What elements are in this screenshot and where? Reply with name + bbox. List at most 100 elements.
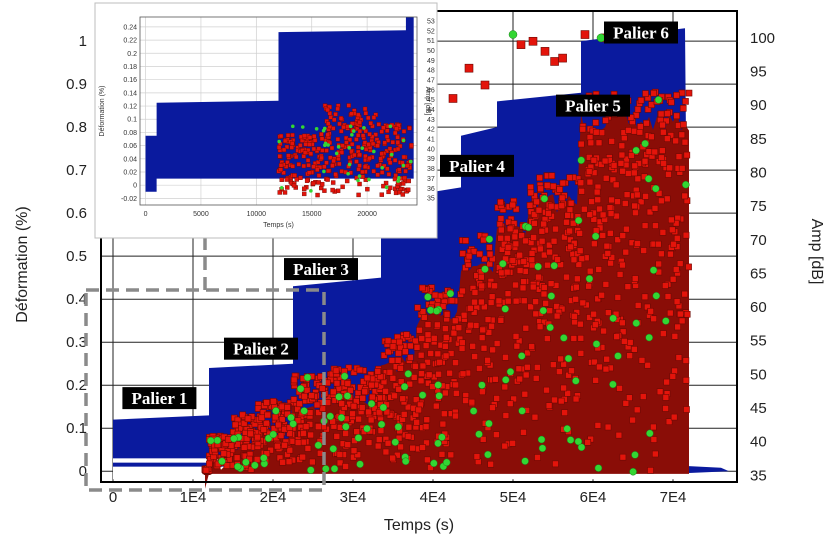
- green-marker: [632, 146, 640, 155]
- y-right-tick-label: 45: [750, 400, 767, 417]
- red-marker: [668, 98, 675, 106]
- red-marker: [602, 281, 610, 288]
- red-marker: [300, 430, 307, 437]
- palier-box: [440, 154, 514, 177]
- red-marker: [551, 396, 558, 404]
- red-marker: [382, 448, 390, 456]
- red-marker: [535, 273, 542, 281]
- inset-red-marker: [293, 154, 299, 160]
- red-marker: [412, 363, 419, 370]
- red-marker: [537, 185, 544, 193]
- red-marker: [652, 222, 659, 229]
- inset-red-marker: [325, 132, 331, 138]
- green-marker: [506, 368, 515, 376]
- inset-green-marker: [408, 159, 413, 164]
- inset-green-marker: [401, 163, 406, 168]
- inset-red-marker: [379, 129, 384, 134]
- green-marker: [572, 377, 580, 385]
- red-marker: [669, 373, 677, 380]
- red-marker: [403, 331, 410, 338]
- inset-green-marker: [396, 179, 401, 183]
- red-marker: [533, 198, 540, 206]
- green-marker: [442, 458, 451, 467]
- red-marker: [394, 357, 402, 364]
- inset-red-marker: [340, 143, 345, 148]
- red-marker: [599, 211, 607, 219]
- red-marker: [504, 244, 512, 251]
- inset-red-marker: [400, 181, 406, 186]
- red-marker: [675, 153, 683, 160]
- red-marker: [586, 211, 594, 218]
- inset-red-marker: [339, 169, 344, 174]
- red-marker: [594, 196, 602, 204]
- inset-red-marker: [291, 183, 297, 188]
- inset-red-marker: [284, 177, 290, 182]
- red-marker: [552, 225, 559, 233]
- inset-red-marker: [328, 115, 333, 120]
- red-marker: [607, 230, 614, 237]
- red-marker: [309, 458, 316, 466]
- inset-red-marker: [339, 150, 345, 155]
- y-right-tick-label: 85: [750, 131, 767, 148]
- inset-green-marker: [300, 125, 305, 129]
- red-marker: [365, 408, 372, 416]
- red-marker: [619, 167, 626, 175]
- red-marker: [598, 291, 605, 299]
- inset-red-marker: [290, 141, 295, 146]
- red-marker: [434, 321, 441, 329]
- green-marker: [524, 223, 533, 232]
- inset-red-marker: [319, 155, 324, 161]
- red-marker: [650, 423, 657, 431]
- red-marker: [459, 250, 467, 257]
- inset-red-marker: [302, 150, 308, 155]
- red-marker: [668, 216, 675, 224]
- x-tick-label: 3E4: [340, 489, 367, 506]
- red-marker: [497, 234, 504, 242]
- red-marker: [683, 151, 691, 159]
- inset-red-marker: [298, 175, 303, 180]
- red-marker: [363, 374, 371, 382]
- red-marker: [395, 434, 403, 442]
- inset-red-marker: [305, 158, 311, 163]
- inset-green-marker: [322, 169, 326, 174]
- red-marker: [442, 325, 449, 332]
- red-marker: [634, 302, 642, 309]
- red-marker: [628, 152, 635, 159]
- inset-y-right-tick-label: 36: [427, 186, 435, 193]
- red-marker: [367, 416, 375, 424]
- inset-x-tick-label: 20000: [357, 211, 377, 218]
- red-marker: [425, 371, 433, 379]
- red-marker: [353, 428, 361, 435]
- inset-red-marker: [301, 163, 307, 169]
- inset-red-marker: [367, 155, 372, 161]
- inset-y-right-tick-label: 51: [427, 38, 435, 45]
- inset-green-marker: [346, 171, 350, 176]
- red-marker: [618, 142, 626, 150]
- palier-text: Palier 2: [233, 340, 289, 359]
- red-marker: [619, 261, 626, 269]
- red-marker: [509, 440, 516, 447]
- red-marker: [577, 179, 585, 187]
- red-marker: [419, 284, 426, 292]
- green-marker: [340, 372, 349, 381]
- inset-red-marker: [285, 133, 291, 138]
- red-marker: [497, 215, 505, 222]
- inset-red-marker: [356, 144, 361, 150]
- green-marker: [485, 419, 493, 428]
- red-marker: [278, 403, 286, 411]
- inset-red-marker: [382, 140, 387, 145]
- red-marker: [423, 416, 431, 424]
- red-marker: [522, 237, 529, 245]
- red-marker: [534, 364, 541, 371]
- inset-red-marker: [357, 152, 362, 158]
- red-marker: [631, 275, 639, 282]
- red-marker: [536, 323, 544, 331]
- inset-red-marker: [311, 146, 317, 152]
- red-marker: [471, 298, 478, 306]
- inset-y-right-tick-label: 52: [427, 28, 435, 35]
- red-marker: [650, 436, 658, 443]
- red-marker: [275, 421, 282, 429]
- inset-green-marker: [380, 166, 384, 170]
- green-marker: [335, 393, 343, 401]
- inset-red-marker: [363, 128, 368, 134]
